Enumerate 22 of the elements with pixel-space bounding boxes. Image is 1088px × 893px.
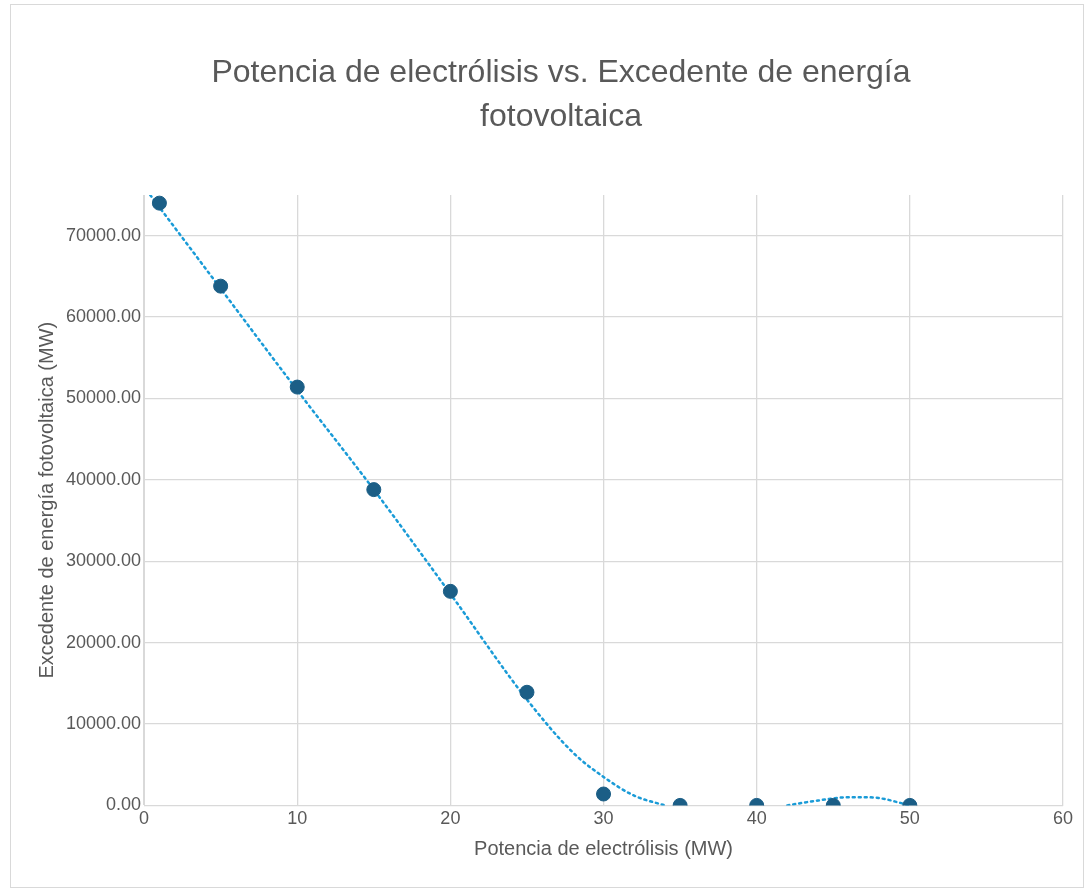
y-tick-label: 50000.00 — [66, 387, 142, 408]
point — [213, 278, 229, 294]
y-tick-label: 30000.00 — [66, 550, 142, 571]
x-tick-label: 60 — [1052, 808, 1074, 829]
x-tick-label: 10 — [287, 808, 308, 829]
y-axis-title: Excedente de energía fotovoltaica (MW) — [34, 321, 57, 679]
x-tick-label: 40 — [746, 808, 767, 829]
x-tick-label: 0 — [139, 808, 150, 829]
point — [442, 583, 458, 599]
y-tick-label: 70000.00 — [66, 224, 142, 245]
y-tick-label: 10000.00 — [66, 712, 142, 733]
y-tick-label: 60000.00 — [66, 306, 142, 327]
point — [151, 195, 167, 211]
x-tick-label: 30 — [593, 808, 614, 829]
chart-title: Potencia de electrólisis vs. Excedente de energía fotovoltaica — [210, 52, 912, 135]
x-tick-label: 50 — [899, 808, 920, 829]
x-axis-title: Potencia de electrólisis (MW) — [474, 836, 734, 859]
y-tick-label: 40000.00 — [66, 468, 142, 489]
y-tick-label: 20000.00 — [66, 631, 142, 652]
point — [289, 379, 305, 395]
x-tick-label: 20 — [440, 808, 461, 829]
point — [366, 482, 382, 498]
